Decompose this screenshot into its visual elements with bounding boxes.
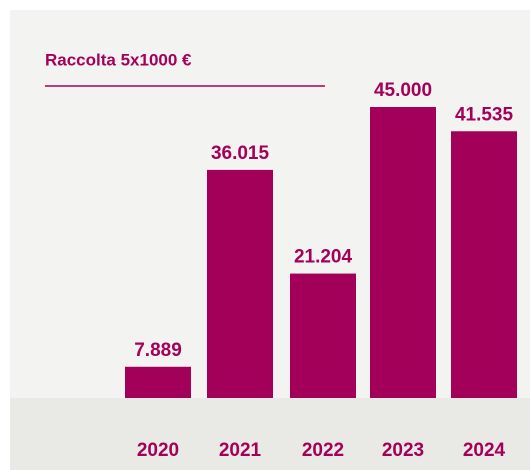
bars xyxy=(125,107,517,422)
bar xyxy=(451,131,517,422)
x-tick-label: 2023 xyxy=(382,440,424,461)
bar xyxy=(207,169,273,422)
x-tick-label: 2020 xyxy=(137,440,179,461)
value-label: 7.889 xyxy=(134,340,182,361)
value-label: 21.204 xyxy=(294,247,353,268)
x-tick-label: 2022 xyxy=(302,440,344,461)
bar xyxy=(290,273,356,422)
chart-title: Raccolta 5x1000 € xyxy=(45,50,192,69)
bar xyxy=(370,107,436,422)
value-label: 36.015 xyxy=(211,143,270,164)
value-label: 45.000 xyxy=(374,80,432,101)
x-tick-label: 2024 xyxy=(463,440,506,461)
x-tick-label: 2021 xyxy=(219,440,262,461)
value-label: 41.535 xyxy=(455,104,514,125)
footer-strip xyxy=(10,398,530,470)
